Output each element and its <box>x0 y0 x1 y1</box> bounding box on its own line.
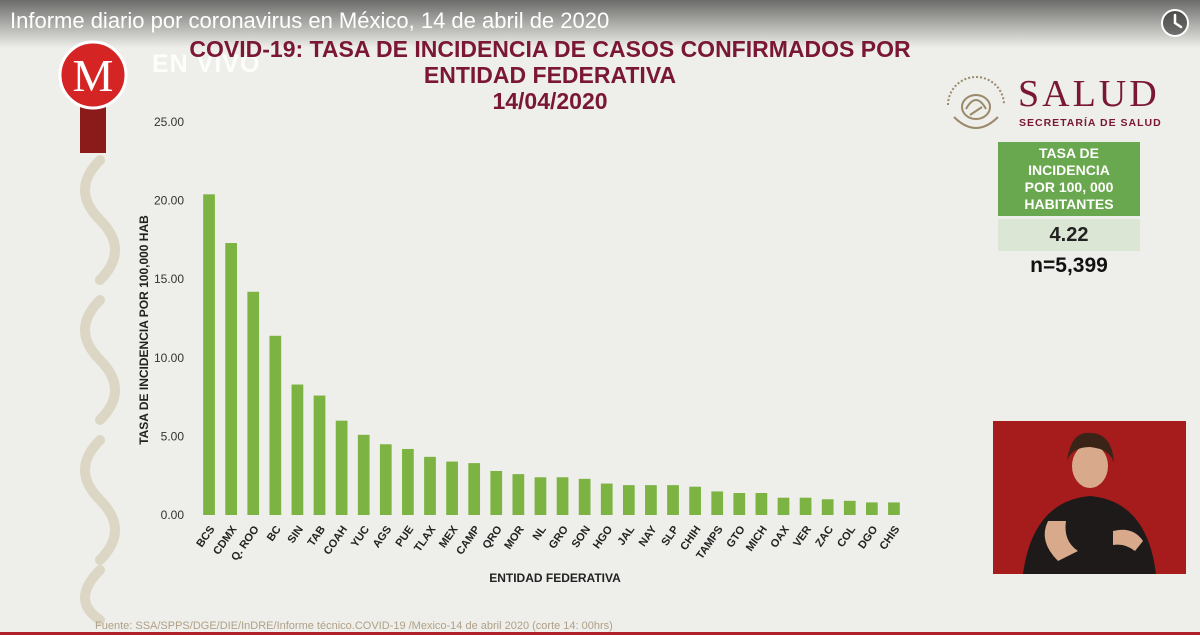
logo-letter: M <box>73 50 114 101</box>
salud-subtitle: SECRETARÍA DE SALUD <box>1019 117 1162 129</box>
y-tick-label: 0.00 <box>161 508 185 522</box>
y-tick-label: 15.00 <box>154 272 184 286</box>
title-line-1: COVID-19: TASA DE INCIDENCIA DE CASOS CO… <box>189 36 911 62</box>
x-tick-label: CAMP <box>454 524 482 557</box>
bar-ver <box>799 497 812 515</box>
x-tick-label: YUC <box>349 524 372 550</box>
bar-gro <box>556 477 569 515</box>
bottom-bar <box>0 632 1200 635</box>
bar-qroo <box>247 291 260 515</box>
x-tick-label: HGO <box>591 523 615 551</box>
live-label: EN VIVO <box>152 50 261 78</box>
x-tick-label: QRO <box>481 523 505 551</box>
bar-pue <box>402 448 414 515</box>
bar-son <box>578 478 591 515</box>
x-tick-label: ZAC <box>813 524 836 549</box>
x-axis-label: ENTIDAD FEDERATIVA <box>489 571 621 585</box>
x-tick-label: NL <box>531 524 549 543</box>
milenio-logo: M <box>58 40 128 153</box>
bar-mex <box>446 461 458 515</box>
bar-ags <box>379 444 392 515</box>
bar-col <box>843 500 856 515</box>
x-tick-label: COAH <box>322 524 350 557</box>
video-top-bar <box>0 0 1200 48</box>
bar-hgo <box>600 483 613 515</box>
bar-jal <box>622 485 635 515</box>
bar-dgo <box>866 502 878 515</box>
sample-size: n=5,399 <box>1030 254 1108 277</box>
bar-camp <box>468 463 481 515</box>
bar-zac <box>821 499 834 515</box>
bar-tlax <box>424 456 436 515</box>
source-note: Fuente: SSA/SPPS/DGE/DIE/InDRE/Informe t… <box>95 620 613 632</box>
x-tick-label: DGO <box>856 523 880 551</box>
bar-coah <box>335 420 348 515</box>
x-tick-label: MOR <box>502 524 527 552</box>
bar-chih <box>689 486 701 515</box>
x-tick-label: OAX <box>768 523 792 550</box>
bar-qro <box>490 470 503 515</box>
bar-nay <box>645 485 657 515</box>
x-tick-label: VER <box>791 524 814 549</box>
salud-name: SALUD <box>1018 73 1160 115</box>
clock-icon[interactable] <box>1158 6 1192 40</box>
bar-sin <box>291 384 304 515</box>
x-tick-label: COL <box>835 524 858 550</box>
bar-slp <box>667 485 679 515</box>
y-tick-label: 10.00 <box>154 351 184 365</box>
x-tick-label: SIN <box>286 524 306 546</box>
bar-tab <box>313 395 326 515</box>
bar-chis <box>888 502 900 515</box>
x-tick-label: GRO <box>547 523 571 551</box>
title-line-2: ENTIDAD FEDERATIVA <box>423 62 677 88</box>
video-title[interactable]: Informe diario por coronavirus en México… <box>10 8 610 33</box>
chart-title: COVID-19: TASA DE INCIDENCIA DE CASOS CO… <box>150 36 950 114</box>
bar-cdmx <box>225 243 237 515</box>
bar-mich <box>755 492 768 515</box>
x-tick-label: NAY <box>637 523 660 549</box>
x-tick-label: JAL <box>616 524 638 548</box>
bar-oax <box>777 497 790 515</box>
bar-nl <box>534 477 547 515</box>
title-line-3: 14/04/2020 <box>492 88 608 114</box>
bar-bcs <box>203 194 215 515</box>
rate-label-box: TASA DE INCIDENCIA POR 100, 000 HABITANT… <box>998 142 1140 216</box>
sign-language-interpreter-video <box>993 421 1186 574</box>
x-tick-label: AGS <box>371 524 395 550</box>
y-axis-label: TASA DE INCIDENCIA POR 100,000 HAB <box>137 215 151 445</box>
bar-yuc <box>357 434 370 515</box>
y-tick-label: 5.00 <box>161 429 185 443</box>
x-tick-label: MICH <box>744 524 770 554</box>
x-tick-label: BC <box>265 524 284 544</box>
mexico-coat-of-arms-icon <box>947 76 1005 129</box>
x-tick-label: SON <box>570 524 594 550</box>
x-tick-label: CHIS <box>878 524 903 552</box>
background-ornament <box>80 155 120 625</box>
bar-mor <box>512 474 525 515</box>
bar-tamps <box>711 491 724 515</box>
rate-value: 4.22 <box>998 219 1140 251</box>
x-tick-label: TLAX <box>412 523 439 554</box>
bar-bc <box>269 335 282 515</box>
y-tick-label: 25.00 <box>154 115 184 129</box>
bar-gto <box>733 492 746 515</box>
y-tick-label: 20.00 <box>154 194 184 208</box>
